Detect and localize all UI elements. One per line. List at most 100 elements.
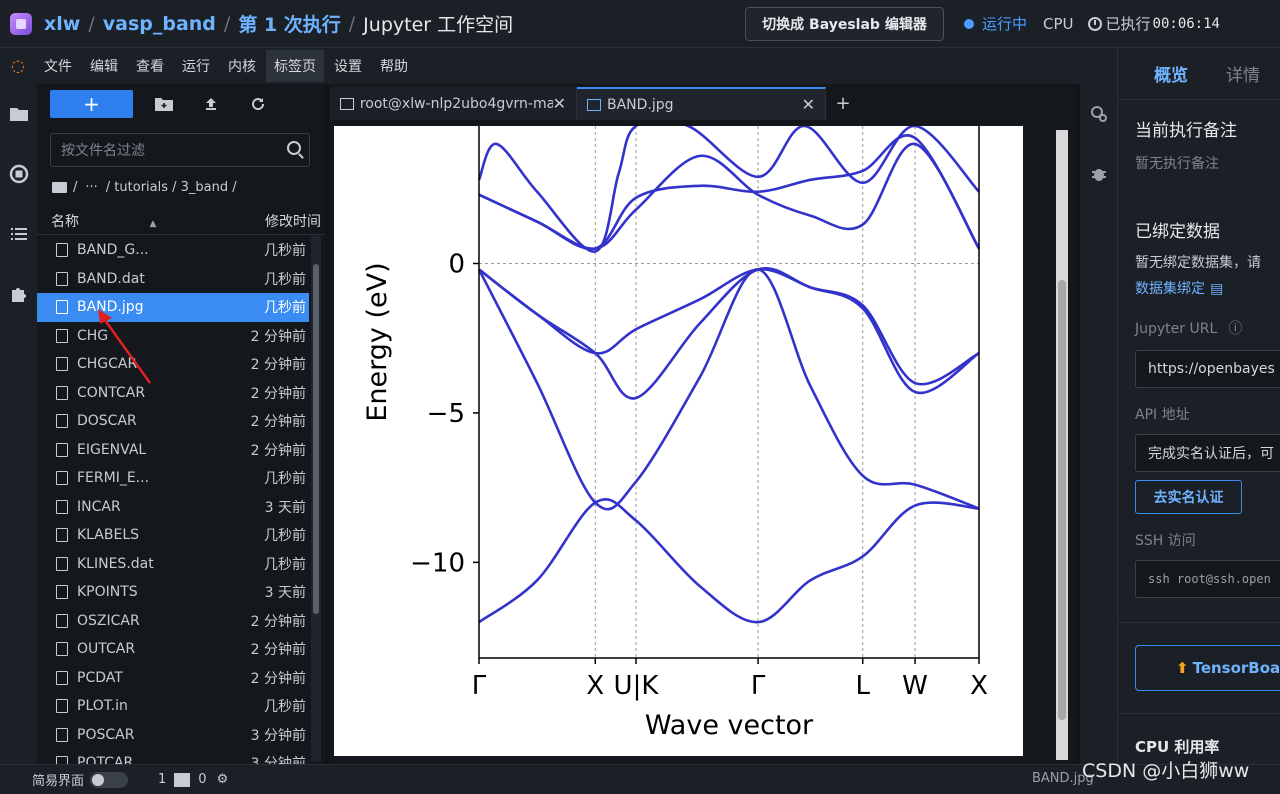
menu-edit[interactable]: 编辑 — [90, 59, 118, 75]
close-icon[interactable]: ✕ — [552, 94, 566, 113]
file-row[interactable]: BAND.dat 几秒前 — [37, 265, 309, 294]
tab-band-image[interactable]: BAND.jpg ✕ — [577, 87, 826, 120]
menu-view[interactable]: 查看 — [136, 59, 164, 75]
file-filter-input[interactable]: 按文件名过滤 — [50, 133, 310, 167]
file-list: BAND_G... 几秒前 BAND.dat 几秒前 BAND.jpg 几秒前 CHG 2 分… — [37, 236, 309, 764]
tab-overview[interactable]: 概览 — [1154, 66, 1188, 86]
settings-gear-icon[interactable]: ⚙ — [216, 772, 229, 787]
path-breadcrumb: / ··· / tutorials / 3_band / — [52, 175, 325, 199]
property-inspector-icon[interactable] — [1080, 84, 1117, 144]
file-row[interactable]: FERMI_E... 几秒前 — [37, 464, 309, 493]
root-folder-icon[interactable] — [52, 181, 67, 193]
file-name: BAND_G... — [77, 242, 149, 259]
file-row[interactable]: BAND.jpg 几秒前 — [37, 293, 309, 322]
file-mtime: 2 分钟前 — [250, 442, 306, 459]
bind-dataset-link[interactable]: 数据集绑定 ▤ — [1135, 278, 1280, 298]
file-row[interactable]: OSZICAR 2 分钟前 — [37, 607, 309, 636]
file-row[interactable]: KLABELS 几秒前 — [37, 521, 309, 550]
refresh-icon[interactable] — [242, 90, 274, 118]
clock-icon — [1087, 16, 1102, 31]
file-row[interactable]: CHG 2 分钟前 — [37, 322, 309, 351]
file-row[interactable]: OUTCAR 2 分钟前 — [37, 635, 309, 664]
file-row[interactable]: KLINES.dat 几秒前 — [37, 550, 309, 579]
add-tab-button[interactable]: + — [835, 92, 851, 114]
tab-terminal-label: root@xlw-nlp2ubo4gvrn-ma — [359, 95, 553, 112]
debugger-bug-icon[interactable] — [1080, 144, 1117, 204]
table-of-contents-icon[interactable] — [0, 204, 37, 264]
file-row[interactable]: PLOT.in 几秒前 — [37, 692, 309, 721]
verify-identity-button[interactable]: 去实名认证 — [1135, 480, 1242, 514]
path-current[interactable]: / tutorials / 3_band / — [105, 179, 237, 195]
file-name: BAND.jpg — [77, 299, 144, 316]
file-name: OUTCAR — [77, 641, 136, 658]
menu-file[interactable]: 文件 — [44, 59, 72, 75]
column-mtime-header[interactable]: 修改时间 — [265, 213, 321, 230]
jupyter-url-field[interactable]: https://openbayes — [1135, 350, 1280, 388]
menu-kernel[interactable]: 内核 — [228, 59, 256, 75]
column-name-header[interactable]: 名称 ▲ — [37, 211, 237, 231]
cpu-usage-title: CPU 利用率 — [1135, 738, 1220, 756]
elapsed-label: 已执行 — [1105, 15, 1151, 33]
file-icon — [56, 442, 68, 457]
file-row[interactable]: CONTCAR 2 分钟前 — [37, 379, 309, 408]
file-mtime: 3 分钟前 — [227, 753, 306, 764]
terminal-count[interactable]: 0 — [198, 772, 207, 787]
file-list-scrollbar[interactable] — [311, 236, 321, 761]
file-icon — [56, 271, 68, 286]
crumb-user[interactable]: xlw — [44, 12, 81, 35]
ssh-field[interactable]: ssh root@ssh.open — [1135, 560, 1280, 598]
viewer-scrollbar[interactable] — [1056, 130, 1068, 760]
file-row[interactable]: BAND_G... 几秒前 — [37, 236, 309, 265]
tab-detail[interactable]: 详情 — [1226, 66, 1260, 86]
file-row[interactable]: KPOINTS 3 天前 — [37, 578, 309, 607]
crumb-execution[interactable]: 第 1 次执行 — [238, 14, 341, 36]
band-line-5 — [478, 134, 981, 251]
info-icon[interactable]: ⓘ — [1228, 321, 1243, 337]
kernel-count[interactable]: 1 — [158, 772, 167, 787]
new-folder-icon[interactable] — [148, 90, 180, 118]
filter-placeholder: 按文件名过滤 — [61, 143, 145, 159]
file-name: POSCAR — [77, 726, 135, 743]
switch-editor-button[interactable]: 切换成 Bayeslab 编辑器 — [745, 7, 944, 41]
menu-tabs[interactable]: 标签页 — [266, 50, 324, 82]
crumb-project[interactable]: vasp_band — [102, 12, 216, 35]
menu-run[interactable]: 运行 — [182, 59, 210, 75]
cpu-label[interactable]: CPU — [1043, 14, 1074, 33]
scrollbar-thumb[interactable] — [1058, 280, 1066, 720]
extensions-puzzle-icon[interactable] — [0, 264, 37, 324]
file-mtime: 几秒前 — [264, 699, 306, 716]
file-row[interactable]: POTCAR 3 分钟前 — [37, 749, 309, 764]
path-ellipsis[interactable]: ··· — [85, 179, 98, 195]
file-mtime: 几秒前 — [264, 300, 306, 317]
scrollbar-thumb[interactable] — [313, 264, 319, 614]
menu-settings[interactable]: 设置 — [334, 59, 362, 75]
file-row[interactable]: EIGENVAL 2 分钟前 — [37, 436, 309, 465]
running-kernels-icon[interactable] — [0, 144, 37, 204]
app-logo-icon[interactable] — [10, 12, 32, 35]
file-mtime: 2 分钟前 — [250, 385, 306, 402]
tab-terminal[interactable]: root@xlw-nlp2ubo4gvrn-ma ✕ — [330, 87, 577, 120]
close-icon[interactable]: ✕ — [801, 95, 815, 114]
simple-mode-toggle[interactable] — [90, 771, 129, 788]
path-root[interactable]: / — [73, 179, 78, 195]
menu-help[interactable]: 帮助 — [380, 59, 408, 75]
tensorboard-button[interactable]: ⬆ TensorBoa — [1135, 645, 1280, 691]
file-name: DOSCAR — [77, 413, 137, 430]
file-icon — [56, 613, 68, 628]
image-viewer: 0 −5 −10 Γ X U|K Γ L W X Wave vector Energy (eV) — [330, 118, 1075, 764]
right-panel-tabs: 概览 详情 — [1118, 48, 1280, 100]
y-axis-label: Energy (eV) — [362, 262, 393, 421]
image-file-icon — [56, 300, 68, 315]
folder-icon[interactable] — [0, 84, 37, 144]
file-name: CHG — [77, 327, 109, 344]
menu-bar: ◌ 文件 编辑 查看 运行 内核 标签页 设置 帮助 — [0, 48, 1117, 84]
file-row[interactable]: DOSCAR 2 分钟前 — [37, 407, 309, 436]
file-row[interactable]: POSCAR 3 分钟前 — [37, 721, 309, 750]
file-row[interactable]: PCDAT 2 分钟前 — [37, 664, 309, 693]
file-row[interactable]: INCAR 3 天前 — [37, 493, 309, 522]
activity-bar — [0, 84, 37, 764]
new-launcher-button[interactable]: + — [50, 90, 133, 118]
file-row[interactable]: CHGCAR 2 分钟前 — [37, 350, 309, 379]
file-icon — [56, 756, 68, 764]
upload-icon[interactable] — [195, 90, 227, 118]
